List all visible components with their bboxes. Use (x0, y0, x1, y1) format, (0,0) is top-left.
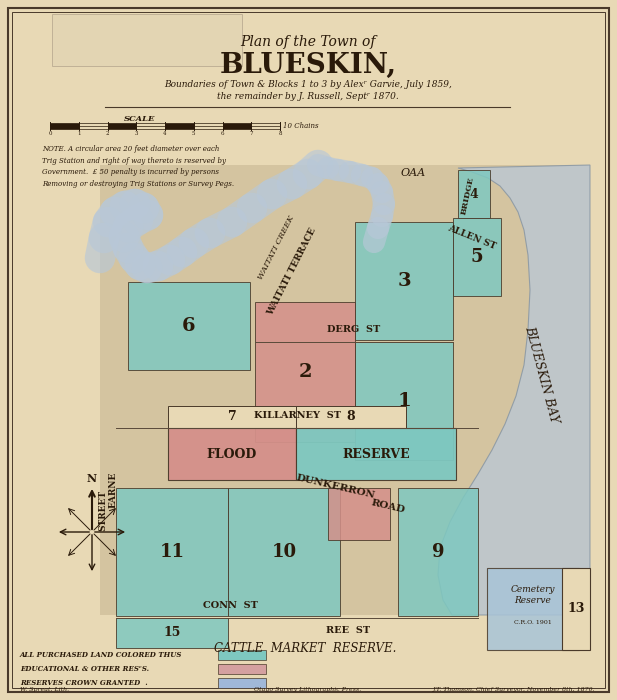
Bar (168, 406, 296, 428)
Text: ALL PURCHASED LAND COLORED THUS: ALL PURCHASED LAND COLORED THUS (20, 651, 183, 659)
Text: BLUESKIN,: BLUESKIN, (220, 52, 397, 79)
Bar (228, 488, 340, 616)
Bar (165, 123, 194, 129)
Bar (487, 568, 579, 650)
Text: DERG  ST: DERG ST (328, 325, 381, 334)
Bar (218, 664, 266, 674)
Polygon shape (438, 165, 590, 615)
Text: 8: 8 (347, 410, 355, 424)
Text: 6: 6 (221, 131, 224, 136)
Text: RESERVES CROWN GRANTED  .: RESERVES CROWN GRANTED . (20, 679, 147, 687)
Text: EDUCATIONAL & OTHER RESᶜS.: EDUCATIONAL & OTHER RESᶜS. (20, 665, 149, 673)
Text: 1: 1 (397, 392, 411, 410)
Text: 10 Chains: 10 Chains (283, 122, 318, 130)
Text: REE  ST: REE ST (326, 626, 370, 635)
Text: Otago Survey Lithographic Press.: Otago Survey Lithographic Press. (254, 687, 362, 692)
Bar (194, 123, 223, 129)
Text: 4: 4 (164, 131, 167, 136)
Bar (218, 650, 266, 660)
Bar (79, 123, 107, 129)
Bar (116, 618, 228, 648)
Text: 11: 11 (160, 543, 184, 561)
Bar (355, 222, 453, 340)
Text: Plan of the Town of: Plan of the Town of (240, 35, 376, 49)
Text: EARNE: EARNE (109, 472, 117, 508)
Bar (136, 123, 165, 129)
Text: WAITATI TERRACE: WAITATI TERRACE (266, 227, 318, 317)
Bar (255, 302, 355, 442)
Text: 10: 10 (271, 543, 297, 561)
Text: 3: 3 (135, 131, 138, 136)
Bar (52, 14, 242, 66)
Bar (128, 282, 250, 370)
Bar (355, 342, 453, 460)
Text: Cemetery
Reserve: Cemetery Reserve (511, 585, 555, 605)
Text: DUNKERRON: DUNKERRON (294, 473, 375, 500)
Text: BRIDGE: BRIDGE (460, 176, 476, 216)
Text: OAA: OAA (400, 168, 426, 178)
Text: the remainder by J. Russell, Septʳ 1870.: the remainder by J. Russell, Septʳ 1870. (217, 92, 399, 101)
Text: 13: 13 (567, 603, 585, 615)
Text: 7: 7 (249, 131, 253, 136)
Text: SCALE: SCALE (124, 115, 155, 123)
Text: Boundaries of Town & Blocks 1 to 3 by Alexʳ Garvie, July 1859,: Boundaries of Town & Blocks 1 to 3 by Al… (164, 80, 452, 89)
Text: RESERVE: RESERVE (342, 447, 410, 461)
Text: 2: 2 (298, 363, 312, 381)
Bar (116, 488, 228, 616)
Bar (398, 488, 478, 616)
Text: KILLARNEY  ST: KILLARNEY ST (254, 411, 341, 420)
Bar (100, 165, 590, 615)
Text: 8: 8 (278, 131, 282, 136)
Text: J.T. Thomson, Chief Surveyor, November 8th, 1870.: J.T. Thomson, Chief Surveyor, November 8… (433, 687, 595, 692)
Bar (328, 488, 390, 540)
Bar (296, 428, 456, 480)
Text: C.R.O. 1901: C.R.O. 1901 (514, 620, 552, 624)
Text: ROAD: ROAD (370, 498, 406, 514)
Text: 3: 3 (397, 272, 411, 290)
Bar (251, 123, 280, 129)
Text: 2: 2 (106, 131, 109, 136)
Text: FLOOD: FLOOD (207, 447, 257, 461)
Text: CONN  ST: CONN ST (202, 601, 257, 610)
Bar (107, 123, 136, 129)
Text: 15: 15 (164, 626, 181, 640)
Text: 7: 7 (228, 410, 236, 424)
Text: 1: 1 (77, 131, 80, 136)
Text: ALLEN ST: ALLEN ST (446, 223, 497, 251)
Text: STREET: STREET (99, 489, 107, 531)
Text: W. Spreat, Lith.: W. Spreat, Lith. (20, 687, 69, 692)
Text: CATTLE  MARKET  RESERVE.: CATTLE MARKET RESERVE. (214, 641, 396, 654)
Bar (296, 406, 406, 428)
Bar (223, 123, 251, 129)
Text: BLUESKIN BAY: BLUESKIN BAY (523, 325, 561, 425)
Bar (562, 568, 590, 650)
Text: 5: 5 (471, 248, 483, 266)
Text: 4: 4 (470, 188, 478, 200)
Bar (218, 678, 266, 688)
Text: N: N (87, 473, 97, 484)
Bar (458, 170, 490, 218)
Text: 0: 0 (48, 131, 52, 136)
Text: NOTE. A circular area 20 feet diameter over each
Trig Station and right of way t: NOTE. A circular area 20 feet diameter o… (42, 145, 234, 188)
Text: 5: 5 (192, 131, 196, 136)
Bar (453, 218, 501, 296)
Bar (50, 123, 79, 129)
Text: WAITATI CREEK: WAITATI CREEK (257, 215, 296, 281)
Text: 9: 9 (432, 543, 444, 561)
Text: 6: 6 (182, 317, 196, 335)
Bar (168, 428, 296, 480)
